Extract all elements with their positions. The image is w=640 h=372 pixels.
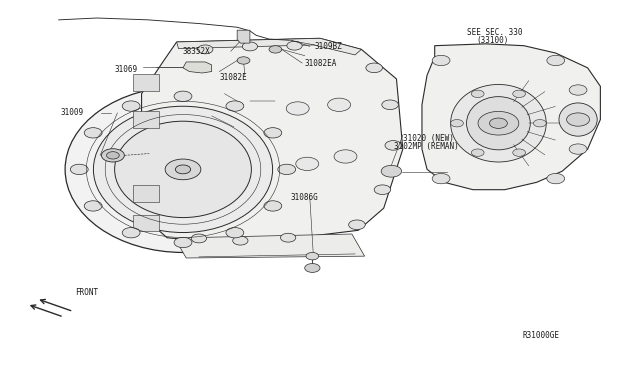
Ellipse shape bbox=[115, 121, 252, 218]
Circle shape bbox=[174, 237, 192, 248]
Text: 31082E: 31082E bbox=[220, 73, 247, 82]
Circle shape bbox=[226, 228, 244, 238]
Circle shape bbox=[233, 236, 248, 245]
Circle shape bbox=[84, 128, 102, 138]
Circle shape bbox=[490, 118, 508, 128]
Ellipse shape bbox=[65, 86, 301, 253]
Circle shape bbox=[382, 100, 398, 110]
Circle shape bbox=[349, 220, 365, 230]
Circle shape bbox=[569, 144, 587, 154]
Text: 3109BZ: 3109BZ bbox=[315, 42, 342, 51]
Text: 31082EA: 31082EA bbox=[305, 58, 337, 68]
Text: 31009: 31009 bbox=[60, 108, 83, 118]
Circle shape bbox=[478, 112, 519, 135]
Circle shape bbox=[328, 98, 351, 112]
Circle shape bbox=[305, 263, 320, 272]
Polygon shape bbox=[141, 38, 403, 245]
Polygon shape bbox=[180, 234, 365, 258]
Polygon shape bbox=[133, 74, 159, 91]
Circle shape bbox=[569, 85, 587, 95]
Circle shape bbox=[174, 91, 192, 102]
Circle shape bbox=[101, 149, 124, 162]
Circle shape bbox=[70, 164, 88, 174]
Circle shape bbox=[471, 149, 484, 156]
Circle shape bbox=[84, 201, 102, 211]
Text: FRONT: FRONT bbox=[75, 288, 98, 297]
Text: 31069: 31069 bbox=[115, 65, 138, 74]
Circle shape bbox=[334, 150, 357, 163]
Circle shape bbox=[534, 119, 546, 127]
Circle shape bbox=[269, 46, 282, 53]
Text: 38352X: 38352X bbox=[183, 47, 211, 56]
Circle shape bbox=[286, 102, 309, 115]
Polygon shape bbox=[237, 30, 250, 43]
Circle shape bbox=[381, 165, 401, 177]
Text: R31000GE: R31000GE bbox=[523, 331, 559, 340]
Circle shape bbox=[243, 42, 257, 51]
Polygon shape bbox=[133, 185, 159, 202]
Text: 31020 (NEW): 31020 (NEW) bbox=[403, 134, 454, 142]
Ellipse shape bbox=[559, 103, 597, 136]
Circle shape bbox=[278, 164, 296, 174]
Circle shape bbox=[296, 157, 319, 170]
Circle shape bbox=[547, 173, 564, 184]
Circle shape bbox=[226, 101, 244, 111]
Circle shape bbox=[175, 165, 191, 174]
Circle shape bbox=[264, 201, 282, 211]
Circle shape bbox=[264, 128, 282, 138]
Ellipse shape bbox=[467, 97, 531, 150]
Circle shape bbox=[280, 233, 296, 242]
Circle shape bbox=[566, 113, 589, 126]
Circle shape bbox=[287, 41, 302, 50]
Text: 31086G: 31086G bbox=[291, 193, 319, 202]
Circle shape bbox=[122, 101, 140, 111]
Circle shape bbox=[198, 45, 213, 54]
Polygon shape bbox=[133, 112, 159, 128]
Circle shape bbox=[306, 253, 319, 260]
Ellipse shape bbox=[93, 106, 273, 232]
Text: 3102MP (REMAN): 3102MP (REMAN) bbox=[394, 142, 459, 151]
Circle shape bbox=[165, 159, 201, 180]
Circle shape bbox=[122, 228, 140, 238]
Circle shape bbox=[513, 90, 525, 97]
Circle shape bbox=[385, 141, 401, 150]
Text: SEE SEC. 330: SEE SEC. 330 bbox=[467, 28, 522, 37]
Circle shape bbox=[547, 55, 564, 65]
Circle shape bbox=[237, 57, 250, 64]
Polygon shape bbox=[422, 44, 600, 190]
Circle shape bbox=[432, 55, 450, 65]
Circle shape bbox=[513, 149, 525, 156]
Polygon shape bbox=[177, 38, 362, 55]
Polygon shape bbox=[183, 62, 212, 73]
Circle shape bbox=[374, 185, 391, 195]
Circle shape bbox=[106, 152, 119, 159]
Circle shape bbox=[451, 119, 463, 127]
Ellipse shape bbox=[451, 84, 546, 162]
Circle shape bbox=[191, 234, 207, 243]
Text: (33100): (33100) bbox=[477, 36, 509, 45]
Circle shape bbox=[366, 63, 383, 73]
Polygon shape bbox=[133, 215, 159, 231]
Circle shape bbox=[432, 173, 450, 184]
Circle shape bbox=[471, 90, 484, 97]
